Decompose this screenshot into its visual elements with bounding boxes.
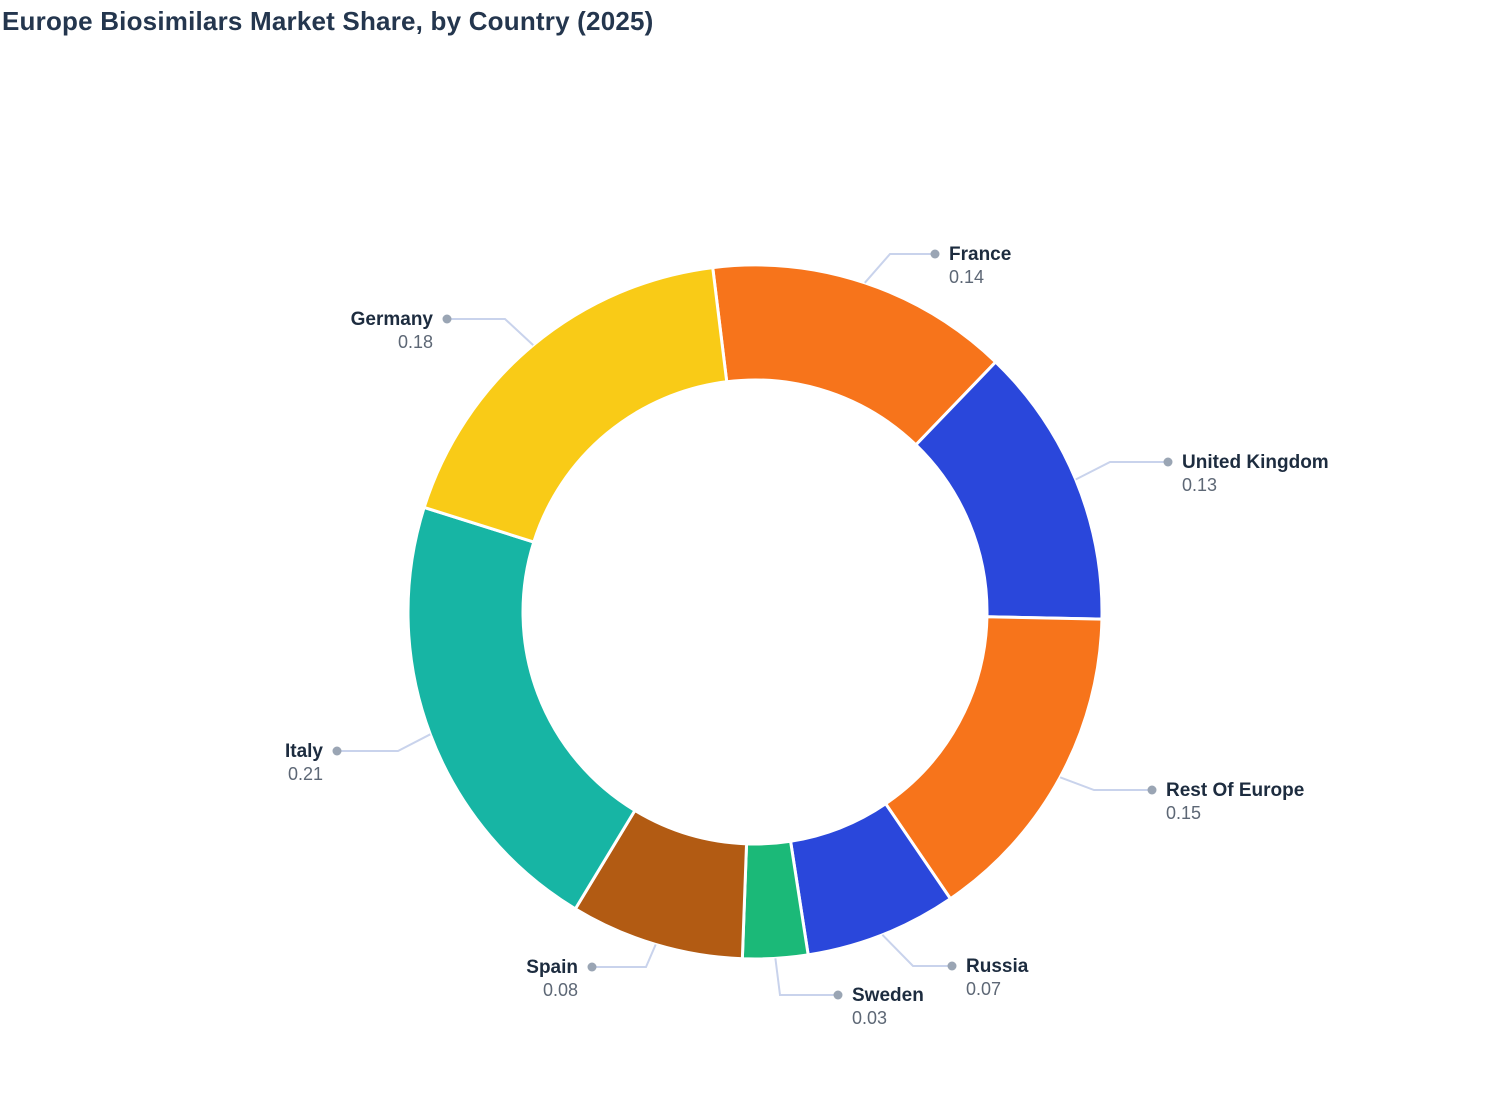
label-united-kingdom-value: 0.13 bbox=[1182, 475, 1217, 495]
label-italy-value: 0.21 bbox=[288, 764, 323, 784]
leader-dot-germany bbox=[442, 314, 452, 324]
leader-dot-russia bbox=[947, 961, 957, 971]
label-rest-of-europe-name: Rest Of Europe bbox=[1166, 780, 1304, 801]
label-germany-value: 0.18 bbox=[398, 332, 433, 352]
chart-title: Europe Biosimilars Market Share, by Coun… bbox=[2, 6, 654, 36]
label-spain-value: 0.08 bbox=[543, 980, 578, 1000]
slice-germany[interactable] bbox=[422, 266, 729, 544]
leader-line-united-kingdom bbox=[1075, 461, 1168, 481]
label-sweden-value: 0.03 bbox=[852, 1008, 887, 1028]
slice-italy[interactable] bbox=[406, 505, 637, 911]
leader-line-germany bbox=[447, 318, 534, 346]
leader-line-france bbox=[864, 253, 935, 284]
label-france-value: 0.14 bbox=[949, 267, 984, 287]
donut-slices bbox=[406, 263, 1104, 961]
label-russia-name: Russia bbox=[966, 956, 1029, 977]
label-italy-name: Italy bbox=[285, 741, 323, 762]
label-rest-of-europe-value: 0.15 bbox=[1166, 803, 1201, 823]
leader-dot-spain bbox=[587, 962, 597, 972]
leader-dot-rest-of-europe bbox=[1147, 785, 1157, 795]
leader-line-russia bbox=[881, 934, 952, 967]
leader-line-spain bbox=[592, 944, 657, 968]
leader-dot-sweden bbox=[833, 990, 843, 1000]
label-france-name: France bbox=[949, 244, 1011, 265]
leader-dot-france bbox=[930, 249, 940, 259]
leader-dot-united-kingdom bbox=[1163, 457, 1173, 467]
leader-line-italy bbox=[337, 733, 431, 752]
label-sweden-name: Sweden bbox=[852, 985, 924, 1006]
label-spain-name: Spain bbox=[526, 957, 578, 978]
label-germany-name: Germany bbox=[351, 309, 434, 330]
label-united-kingdom-name: United Kingdom bbox=[1182, 452, 1329, 473]
leader-line-sweden bbox=[774, 958, 838, 996]
leader-dot-italy bbox=[332, 746, 342, 756]
leader-lines bbox=[332, 249, 1173, 1000]
leader-line-rest-of-europe bbox=[1059, 776, 1152, 791]
label-russia-value: 0.07 bbox=[966, 979, 1001, 999]
